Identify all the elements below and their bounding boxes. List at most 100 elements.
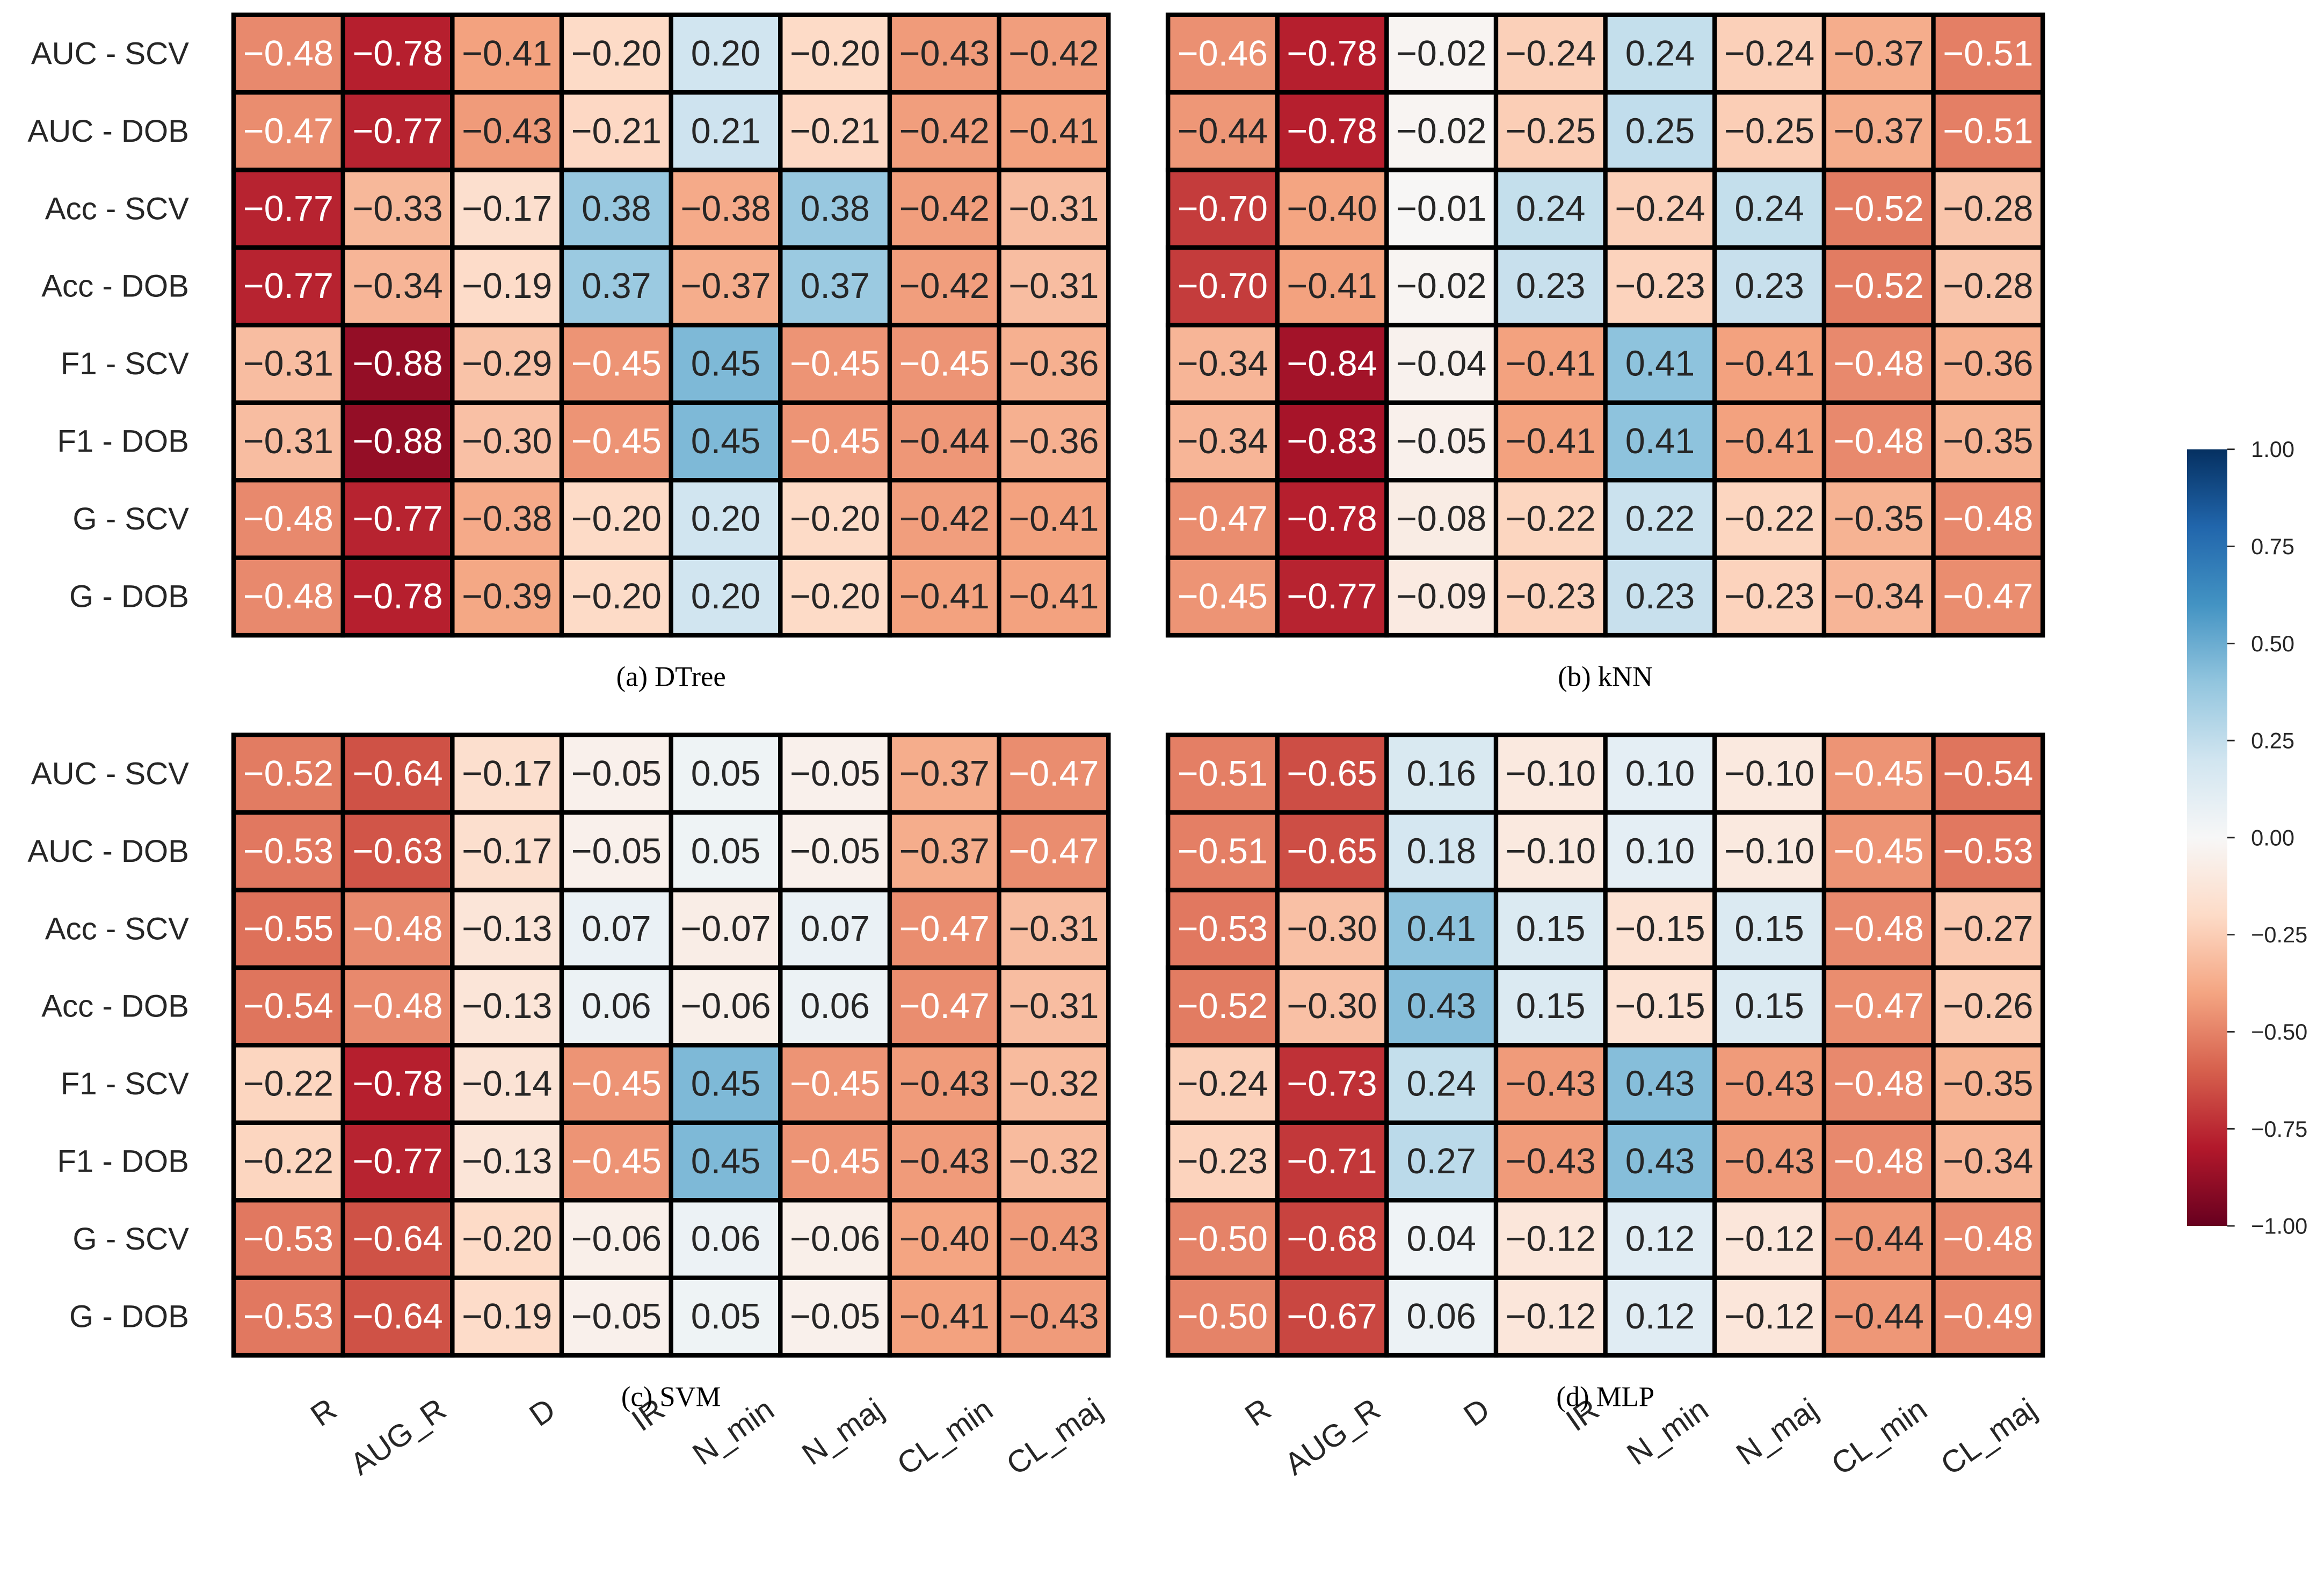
heatmap-cell bbox=[669, 555, 783, 638]
cell-label: −0.30 bbox=[462, 422, 552, 461]
cell-label: −0.47 bbox=[1943, 577, 2033, 616]
cell-label: −0.32 bbox=[1008, 1142, 1099, 1181]
cell-label: −0.08 bbox=[1396, 499, 1486, 539]
heatmap-cell bbox=[450, 888, 564, 970]
heatmap-cell bbox=[1931, 245, 2045, 328]
cell-label: 0.45 bbox=[691, 1064, 760, 1104]
row-label: F1 - SCV bbox=[61, 1066, 189, 1101]
heatmap-cell bbox=[1384, 810, 1499, 892]
cell-label: −0.05 bbox=[571, 831, 662, 871]
cell-label: −0.27 bbox=[1943, 909, 2033, 949]
heatmap-cell bbox=[231, 1043, 345, 1125]
heatmap-cell bbox=[340, 90, 455, 172]
heatmap-cell bbox=[1603, 1043, 1717, 1125]
cell-label: −0.30 bbox=[1287, 909, 1377, 949]
cell-label: −0.42 bbox=[899, 111, 990, 151]
cell-label: 0.24 bbox=[1516, 189, 1585, 229]
cell-label: −0.44 bbox=[1834, 1297, 1924, 1337]
row-label: G - SCV bbox=[72, 502, 189, 536]
cell-label: −0.32 bbox=[1008, 1064, 1099, 1104]
heatmap-frame bbox=[231, 12, 1111, 638]
cell-label: 0.25 bbox=[1625, 111, 1695, 151]
heatmap-frame bbox=[231, 732, 1111, 1358]
cell-label: −0.31 bbox=[1008, 189, 1099, 229]
row-label: G - SCV bbox=[72, 1222, 189, 1257]
row-label: G - DOB bbox=[69, 579, 189, 614]
cell-label: −0.51 bbox=[1178, 831, 1268, 871]
caption: (c) SVM bbox=[621, 1382, 721, 1413]
cell-label: −0.77 bbox=[352, 499, 442, 539]
cell-label: −0.24 bbox=[1506, 34, 1596, 74]
cell-label: −0.36 bbox=[1008, 422, 1099, 461]
cell-label: 0.07 bbox=[800, 909, 869, 949]
cell-label: −0.41 bbox=[1008, 111, 1099, 151]
cell-label: −0.45 bbox=[571, 1064, 662, 1104]
cell-label: −0.22 bbox=[1724, 499, 1814, 539]
heatmap-cell bbox=[1712, 90, 1827, 172]
cell-label: −0.19 bbox=[462, 1297, 552, 1337]
cell-label: −0.23 bbox=[1615, 266, 1705, 306]
heatmap-cell bbox=[1275, 245, 1389, 328]
cell-label: −0.73 bbox=[1287, 1064, 1377, 1104]
heatmap-cell bbox=[1275, 12, 1389, 95]
cell-label: −0.84 bbox=[1287, 344, 1377, 384]
cell-label: 0.41 bbox=[1406, 909, 1476, 949]
heatmap-cell bbox=[1275, 1043, 1389, 1125]
cell-label: −0.83 bbox=[1287, 422, 1377, 461]
heatmap-cell bbox=[1931, 400, 2045, 483]
colorbar-tick-label: −0.75 bbox=[2251, 1116, 2307, 1142]
cell-label: −0.70 bbox=[1178, 189, 1268, 229]
cell-label: −0.52 bbox=[1178, 986, 1268, 1026]
heatmap-cell bbox=[887, 1043, 1001, 1125]
caption: (b) kNN bbox=[1558, 662, 1653, 693]
cell-label: −0.48 bbox=[243, 577, 333, 616]
heatmap-cell bbox=[1493, 1043, 1608, 1125]
heatmap-cell bbox=[778, 1198, 892, 1280]
heatmap-cell bbox=[1603, 1275, 1717, 1358]
cell-label: −0.41 bbox=[1724, 422, 1814, 461]
cell-label: −0.21 bbox=[571, 111, 662, 151]
cell-label: −0.25 bbox=[1724, 111, 1814, 151]
cell-label: −0.88 bbox=[352, 344, 442, 384]
cell-label: −0.37 bbox=[899, 754, 990, 794]
cell-label: −0.51 bbox=[1943, 111, 2033, 151]
heatmap-cell bbox=[450, 168, 564, 250]
cell-label: −0.31 bbox=[1008, 266, 1099, 306]
cell-label: −0.47 bbox=[1834, 986, 1924, 1026]
cell-label: 0.06 bbox=[800, 986, 869, 1026]
heatmap-cell bbox=[1384, 168, 1499, 250]
cell-label: −0.37 bbox=[1834, 111, 1924, 151]
cell-label: −0.41 bbox=[899, 1297, 990, 1337]
heatmap-cell bbox=[450, 555, 564, 638]
cell-label: −0.48 bbox=[1834, 344, 1924, 384]
colorbar-tick-label: 0.75 bbox=[2251, 534, 2294, 559]
cell-label: −0.02 bbox=[1396, 266, 1486, 306]
heatmap-cell bbox=[450, 810, 564, 892]
cell-label: −0.78 bbox=[352, 1064, 442, 1104]
cell-label: 0.20 bbox=[691, 34, 760, 74]
cell-label: 0.24 bbox=[1406, 1064, 1476, 1104]
cell-label: −0.47 bbox=[899, 909, 990, 949]
cell-label: 0.15 bbox=[1516, 986, 1585, 1026]
cell-label: −0.64 bbox=[352, 754, 442, 794]
column-label: R bbox=[304, 1392, 343, 1433]
cell-label: −0.52 bbox=[243, 754, 333, 794]
column-label: CL_maj bbox=[1935, 1392, 2043, 1482]
heatmap-cell bbox=[1712, 732, 1827, 815]
cell-label: −0.41 bbox=[899, 577, 990, 616]
cell-label: −0.48 bbox=[352, 909, 442, 949]
cell-label: −0.46 bbox=[1178, 34, 1268, 74]
cell-label: −0.15 bbox=[1615, 909, 1705, 949]
cell-label: −0.21 bbox=[790, 111, 880, 151]
cell-label: −0.78 bbox=[1287, 111, 1377, 151]
heatmap-cell bbox=[997, 12, 1111, 95]
cell-label: −0.24 bbox=[1178, 1064, 1268, 1104]
cell-label: −0.43 bbox=[1008, 1219, 1099, 1259]
cell-label: −0.47 bbox=[1008, 831, 1099, 871]
heatmap-cell bbox=[887, 168, 1001, 250]
cell-label: −0.36 bbox=[1943, 344, 2033, 384]
cell-label: −0.34 bbox=[1178, 422, 1268, 461]
cell-label: −0.78 bbox=[1287, 499, 1377, 539]
cell-label: −0.31 bbox=[1008, 986, 1099, 1026]
heatmap-cell bbox=[778, 478, 892, 560]
